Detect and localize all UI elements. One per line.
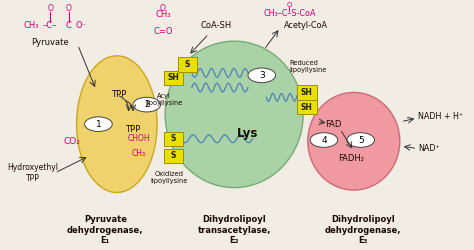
Text: CO₂: CO₂ [64, 137, 81, 146]
Text: S: S [171, 152, 176, 160]
Text: 5: 5 [358, 136, 364, 144]
Text: Acetyl-CoA: Acetyl-CoA [283, 21, 328, 30]
Text: SH: SH [301, 102, 313, 112]
Text: 2: 2 [144, 100, 150, 109]
Text: 1: 1 [96, 120, 101, 129]
Text: FAD: FAD [325, 120, 341, 129]
Text: 4: 4 [321, 136, 327, 144]
Text: Pyruvate: Pyruvate [31, 38, 69, 47]
Text: TPP: TPP [125, 124, 141, 134]
Text: Oxidized
lipoyllysine: Oxidized lipoyllysine [150, 171, 188, 184]
FancyBboxPatch shape [297, 85, 317, 100]
Text: Reduced
lipoyllysine: Reduced lipoyllysine [290, 60, 327, 73]
Text: FADH₂: FADH₂ [338, 154, 365, 163]
Text: CH₃–C–S-CoA: CH₃–C–S-CoA [263, 9, 316, 18]
Text: –C–: –C– [43, 21, 57, 30]
Text: Pyruvate
dehydrogenase,
E₁: Pyruvate dehydrogenase, E₁ [67, 216, 144, 245]
Ellipse shape [308, 92, 400, 190]
Text: SH: SH [167, 73, 179, 82]
Text: Lys: Lys [237, 128, 259, 140]
Ellipse shape [77, 56, 157, 192]
Text: O: O [160, 4, 166, 14]
Circle shape [133, 97, 161, 112]
Text: NADH + H⁺: NADH + H⁺ [418, 112, 464, 121]
FancyBboxPatch shape [178, 57, 197, 71]
Text: C=O: C=O [153, 27, 173, 36]
Text: CH₃: CH₃ [131, 149, 146, 158]
Text: Dihydrolipoyl
transacetylase,
E₂: Dihydrolipoyl transacetylase, E₂ [198, 216, 271, 245]
Text: Hydroxyethyl
TPP: Hydroxyethyl TPP [7, 163, 58, 183]
Circle shape [85, 117, 112, 132]
Text: O: O [65, 4, 72, 14]
FancyBboxPatch shape [164, 149, 183, 163]
Text: NAD⁺: NAD⁺ [418, 144, 440, 153]
Text: CH₃: CH₃ [23, 21, 38, 30]
Text: O⁻: O⁻ [76, 21, 87, 30]
Text: CH₃: CH₃ [155, 10, 171, 19]
Text: CoA-SH: CoA-SH [200, 21, 231, 30]
Circle shape [347, 133, 374, 147]
Ellipse shape [165, 41, 303, 188]
FancyBboxPatch shape [164, 132, 183, 146]
FancyBboxPatch shape [297, 100, 317, 114]
Circle shape [248, 68, 275, 83]
Text: Acyl
lipoyllysine: Acyl lipoyllysine [146, 93, 183, 106]
Text: S: S [184, 60, 190, 69]
Text: O: O [47, 4, 53, 14]
Text: 3: 3 [259, 71, 264, 80]
Text: TPP: TPP [110, 90, 126, 99]
Text: Dihydrolipoyl
dehydrogenase,
E₃: Dihydrolipoyl dehydrogenase, E₃ [325, 216, 401, 245]
Text: CHOH: CHOH [127, 134, 150, 143]
Text: C: C [65, 21, 72, 30]
Text: S: S [171, 134, 176, 143]
Text: SH: SH [301, 88, 313, 97]
FancyBboxPatch shape [164, 70, 183, 85]
Circle shape [310, 133, 337, 147]
Text: O: O [287, 2, 292, 8]
